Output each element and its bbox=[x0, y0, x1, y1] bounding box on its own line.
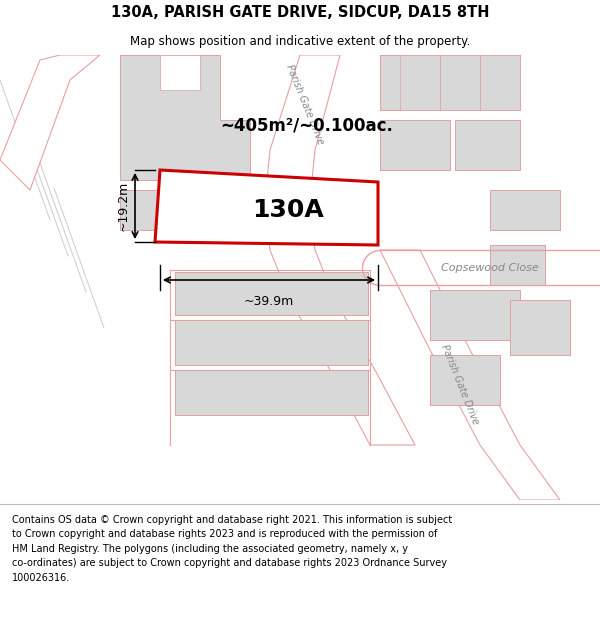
Polygon shape bbox=[265, 55, 415, 445]
Text: Parish Gate Drive: Parish Gate Drive bbox=[439, 344, 481, 426]
Polygon shape bbox=[490, 190, 560, 230]
Polygon shape bbox=[430, 355, 500, 405]
Polygon shape bbox=[380, 120, 450, 170]
Text: ~39.9m: ~39.9m bbox=[244, 295, 294, 308]
Polygon shape bbox=[380, 55, 520, 110]
Polygon shape bbox=[490, 245, 545, 285]
Text: Copsewood Close: Copsewood Close bbox=[441, 263, 539, 273]
Text: Parish Gate Drive: Parish Gate Drive bbox=[284, 64, 326, 146]
Polygon shape bbox=[400, 55, 440, 110]
Text: 130A: 130A bbox=[252, 198, 323, 222]
Polygon shape bbox=[480, 55, 520, 110]
Text: Map shows position and indicative extent of the property.: Map shows position and indicative extent… bbox=[130, 35, 470, 48]
Polygon shape bbox=[175, 320, 368, 365]
Polygon shape bbox=[175, 272, 368, 315]
Text: ~19.2m: ~19.2m bbox=[117, 181, 130, 231]
Polygon shape bbox=[120, 190, 220, 230]
Polygon shape bbox=[160, 55, 200, 90]
Polygon shape bbox=[175, 370, 368, 415]
Text: ~405m²/~0.100ac.: ~405m²/~0.100ac. bbox=[220, 116, 393, 134]
Polygon shape bbox=[0, 55, 100, 190]
Polygon shape bbox=[430, 290, 520, 340]
Polygon shape bbox=[510, 300, 570, 355]
Polygon shape bbox=[120, 55, 250, 180]
Text: Contains OS data © Crown copyright and database right 2021. This information is : Contains OS data © Crown copyright and d… bbox=[12, 515, 452, 582]
Text: 130A, PARISH GATE DRIVE, SIDCUP, DA15 8TH: 130A, PARISH GATE DRIVE, SIDCUP, DA15 8T… bbox=[111, 4, 489, 19]
Polygon shape bbox=[155, 170, 378, 245]
Polygon shape bbox=[440, 55, 480, 110]
Polygon shape bbox=[455, 120, 520, 170]
Polygon shape bbox=[380, 250, 560, 500]
